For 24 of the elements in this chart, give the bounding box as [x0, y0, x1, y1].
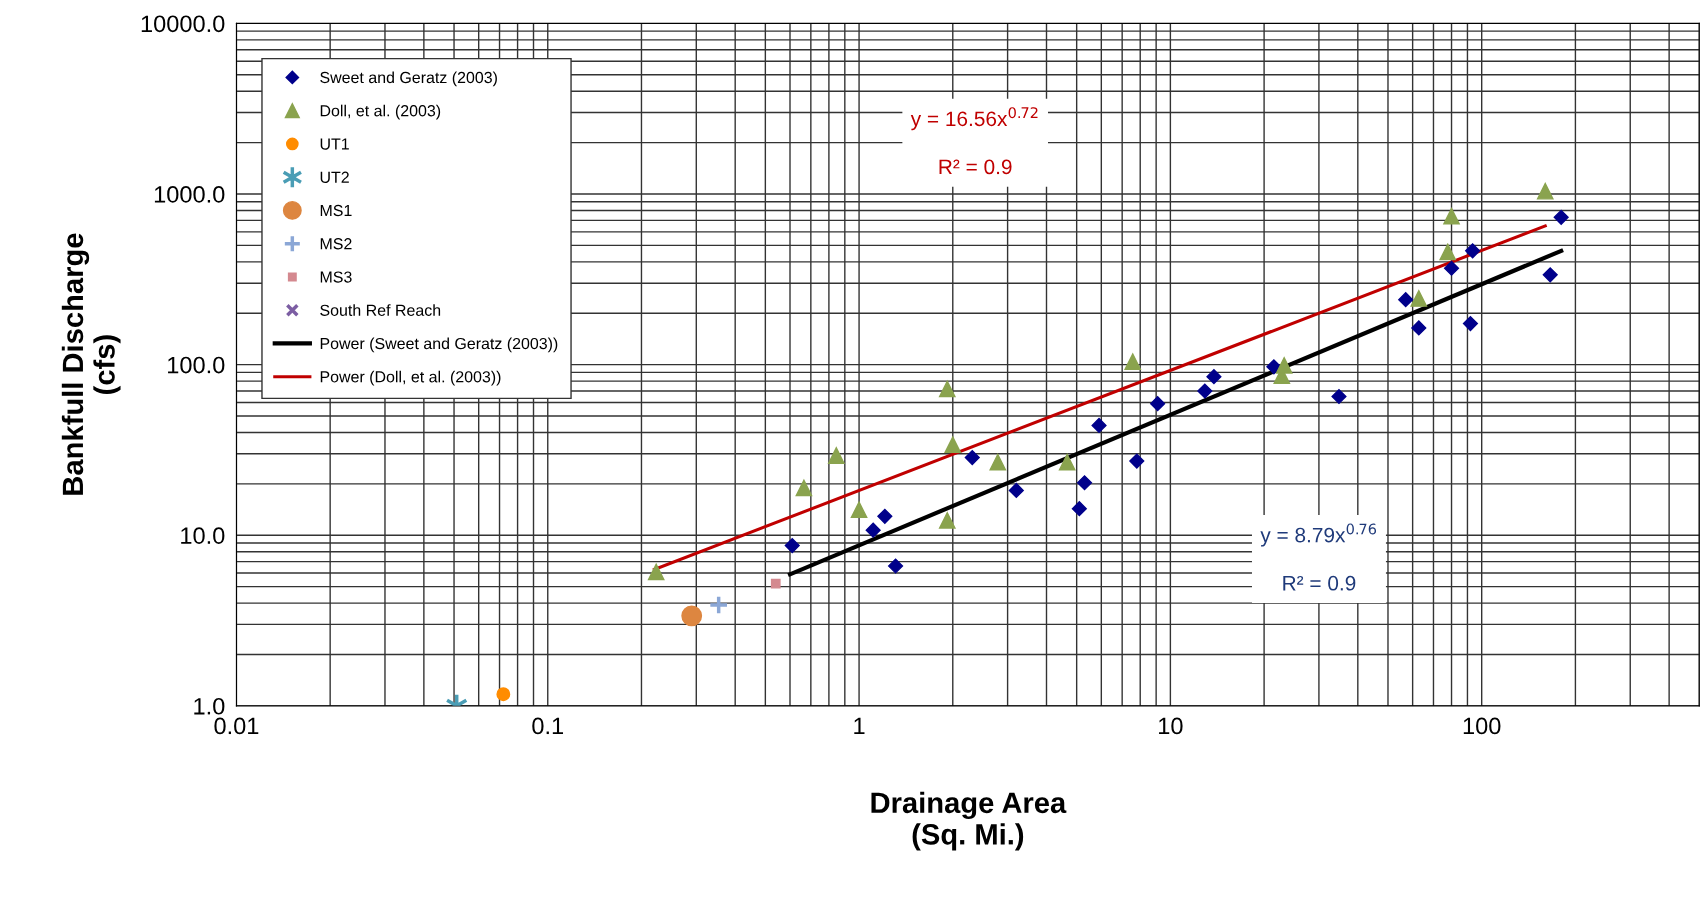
- legend-label: UT2: [320, 171, 349, 183]
- y-tick-label: 1000.0: [154, 186, 225, 203]
- y-tick-label: 10000.0: [141, 15, 225, 33]
- legend-label: MS3: [320, 271, 352, 283]
- legend-label: Power (Doll, et al. (2003)): [320, 370, 501, 386]
- text: y = 16.56x$^{0.72}$ R² = 0.9: [910, 107, 1038, 175]
- legend-label: MS1: [320, 204, 352, 217]
- y-axis-title: Bankfull Discharge (cfs): [61, 233, 121, 495]
- legend-label: Power (Sweet and Geratz (2003)): [320, 337, 558, 353]
- legend-label: Doll, et al. (2003): [320, 104, 441, 120]
- text: y = 8.79x$^{0.76}$ R² = 0.9: [1260, 523, 1377, 591]
- x-tick-label: 0.1: [532, 717, 564, 735]
- legend-label: MS2: [320, 238, 352, 250]
- x-axis-title: Drainage Area (Sq. Mi.): [871, 791, 1067, 851]
- legend-label: Sweet and Geratz (2003): [320, 71, 497, 87]
- x-tick-label: 10: [1159, 717, 1183, 735]
- x-tick-label: 1: [854, 717, 865, 735]
- x-tick-label: 100: [1463, 717, 1501, 735]
- y-tick-label: 10.0: [181, 527, 225, 544]
- x-tick-label: 0.01: [214, 717, 259, 735]
- y-tick-label: 1.0: [194, 697, 225, 715]
- y-tick-label: 100.0: [168, 356, 225, 374]
- legend-label: South Ref Reach: [320, 304, 441, 316]
- legend-label: UT1: [320, 138, 349, 150]
